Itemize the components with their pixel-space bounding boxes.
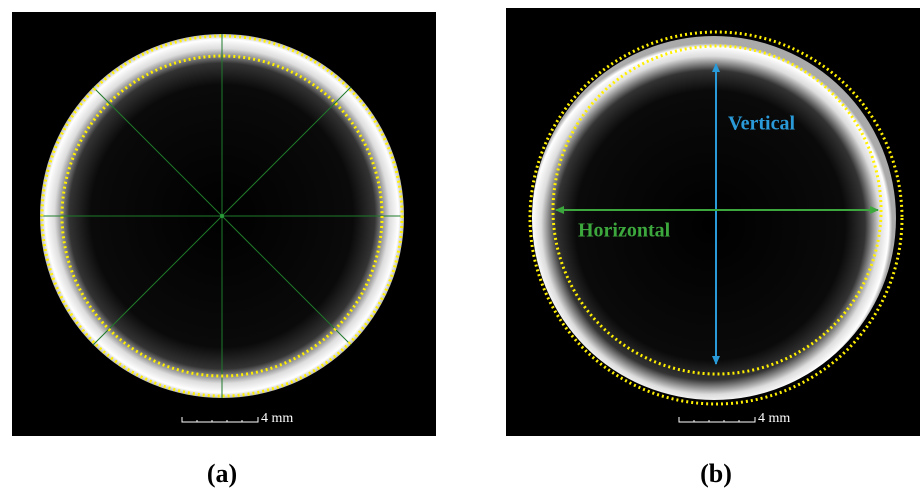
panel-b: Vertical Horizontal 4 mm (b): [506, 8, 920, 488]
panel-label: (b): [700, 459, 732, 488]
center: [220, 214, 224, 218]
horizontal-label: Horizontal: [578, 220, 671, 242]
panel-label: (a): [207, 459, 237, 488]
panel-a: 4 mm (a): [12, 12, 436, 488]
ring: [532, 36, 896, 400]
figure: 4 mm (a) Vertical Horizontal 4 mm (b): [0, 0, 922, 496]
scale-label: 4 mm: [758, 411, 790, 426]
vertical-label: Vertical: [728, 113, 795, 135]
scale-label: 4 mm: [261, 411, 293, 426]
